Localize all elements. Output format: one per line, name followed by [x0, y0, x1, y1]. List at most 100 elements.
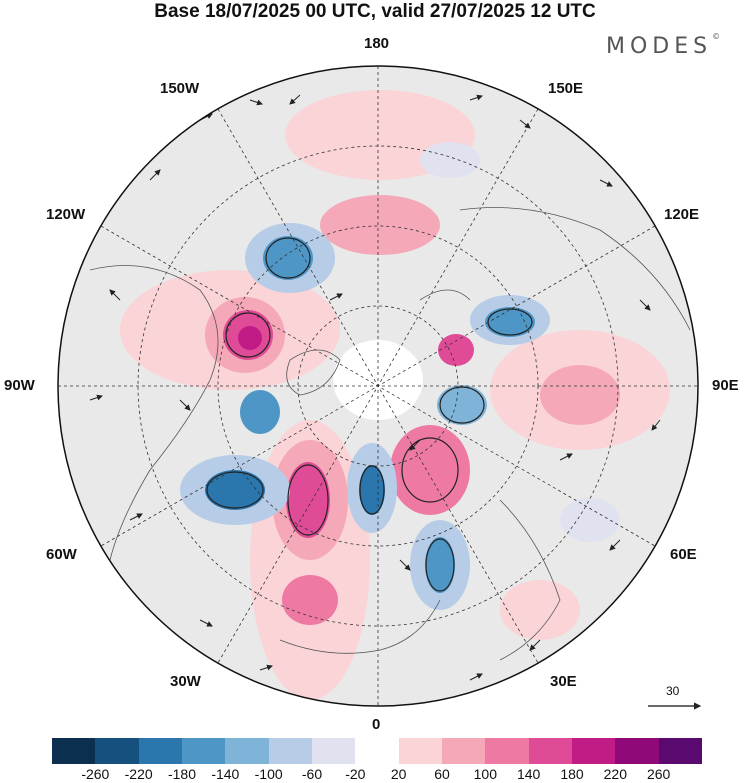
negative-anomaly	[485, 307, 535, 337]
brand-text: MODES	[606, 34, 713, 59]
label-60w: 60W	[46, 546, 77, 563]
colorbar-tick-label: 260	[646, 766, 671, 782]
positive-anomaly	[320, 195, 440, 255]
wind-arrow	[399, 559, 411, 571]
colorbar-tick-label: -100	[254, 766, 283, 782]
wind-arrow	[609, 539, 621, 551]
contour-line	[487, 308, 533, 336]
wind-arrow	[109, 289, 121, 301]
colorbar-tick-label: -220	[124, 766, 153, 782]
label-60e: 60E	[670, 546, 697, 563]
wind-arrow	[599, 179, 613, 187]
colorbar-swatch	[398, 738, 442, 764]
contour-line	[359, 465, 385, 515]
colorbar-tick-label: -180	[167, 766, 197, 782]
coastline	[459, 207, 691, 331]
label-120w: 120W	[46, 206, 86, 223]
wind-arrow	[469, 94, 483, 101]
wind-arrow	[289, 94, 301, 105]
coastline	[499, 499, 561, 661]
wind-arrow	[409, 439, 421, 451]
colorbar-ticks: -260 -220 -180 -140 -100 -60 -20 20 60 100 140 180 2…	[0, 766, 750, 782]
wind-arrow	[559, 453, 573, 461]
colorbar-swatch	[615, 738, 659, 764]
colorbar-swatch	[355, 738, 399, 764]
contour-line	[206, 471, 264, 509]
label-180: 180	[364, 35, 390, 52]
meridian	[100, 225, 656, 547]
wind-arrow	[651, 419, 661, 431]
negative-anomaly	[425, 537, 455, 593]
coastline	[279, 599, 441, 654]
label-90w: 90W	[4, 377, 35, 394]
contour-line	[425, 538, 455, 592]
reference-vector-label: 30	[666, 684, 680, 698]
positive-anomaly	[286, 462, 330, 538]
wind-arrow	[639, 299, 651, 311]
negative-anomaly	[420, 142, 480, 178]
colorbar-tick-label: 140	[516, 766, 541, 782]
wind-vectors	[89, 94, 661, 681]
label-0: 0	[372, 716, 381, 733]
wind-arrow	[199, 619, 213, 627]
coastline	[286, 349, 341, 396]
negative-anomaly	[560, 498, 620, 542]
wind-arrow	[129, 513, 143, 521]
wind-arrow	[179, 399, 191, 411]
label-150w: 150W	[160, 80, 200, 97]
negative-anomaly	[205, 470, 265, 510]
colorbar-tick-label: 100	[473, 766, 498, 782]
coastline	[419, 289, 471, 301]
map-title: Base 18/07/2025 00 UTC, valid 27/07/2025…	[154, 1, 596, 22]
positive-anomaly	[540, 365, 620, 425]
label-30e: 30E	[550, 673, 577, 690]
positive-anomaly	[238, 326, 262, 350]
colorbar-tick-label: 20	[390, 766, 407, 782]
wind-arrow	[529, 639, 541, 651]
wind-arrow	[259, 664, 273, 671]
negative-anomaly	[359, 465, 385, 515]
modes-logo: MODES©	[606, 32, 720, 59]
wind-arrow	[89, 394, 103, 401]
label-90e: 90E	[712, 377, 739, 394]
colorbar	[52, 738, 702, 764]
wind-arrow	[249, 99, 263, 106]
coastlines	[89, 207, 691, 661]
negative-anomaly	[437, 385, 487, 425]
positive-anomaly	[438, 334, 474, 366]
colorbar-swatch	[268, 738, 312, 764]
colorbar-swatch	[311, 738, 356, 764]
colorbar-swatch	[571, 738, 616, 764]
coastline	[89, 265, 219, 561]
wind-arrow	[519, 119, 531, 129]
colorbar-swatch	[52, 738, 96, 764]
colorbar-swatch	[181, 738, 226, 764]
colorbar-swatch	[441, 738, 486, 764]
contour-line	[439, 386, 485, 424]
latitude-circle	[297, 305, 459, 467]
colorbar-swatch	[95, 738, 139, 764]
map-boundary	[57, 65, 699, 707]
colorbar-tick-label: -140	[211, 766, 240, 782]
label-120e: 120E	[664, 206, 700, 223]
colorbar-swatch	[138, 738, 182, 764]
colorbar-tick-label: -60	[301, 766, 323, 782]
colorbar-swatch	[225, 738, 269, 764]
anomaly-field	[120, 90, 670, 700]
colorbar-tick-label: -260	[81, 766, 110, 782]
negative-anomaly	[240, 390, 280, 434]
colorbar-tick-label: -20	[345, 766, 366, 782]
wind-arrow	[469, 673, 483, 681]
colorbar-tick-label: 180	[560, 766, 584, 782]
label-150e: 150E	[548, 80, 584, 97]
positive-anomaly	[500, 580, 580, 640]
label-30w: 30W	[170, 673, 201, 690]
graticule	[58, 66, 698, 706]
negative-anomaly	[263, 236, 313, 280]
wind-arrow	[329, 293, 343, 301]
contour-line	[265, 237, 311, 279]
colorbar-tick-label: 60	[434, 766, 450, 782]
colorbar-swatch	[485, 738, 529, 764]
contour-line	[401, 437, 459, 503]
